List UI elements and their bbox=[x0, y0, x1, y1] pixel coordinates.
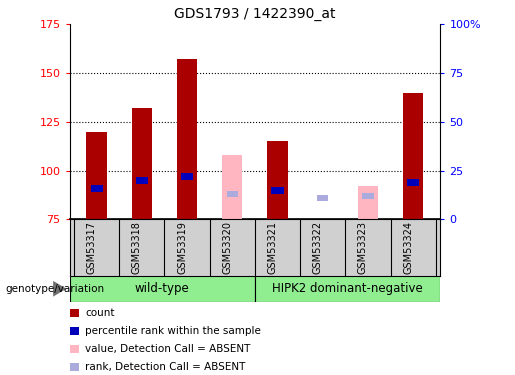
Bar bbox=[91, 185, 103, 192]
Text: count: count bbox=[85, 308, 114, 318]
Text: GSM53324: GSM53324 bbox=[403, 221, 413, 274]
Text: wild-type: wild-type bbox=[135, 282, 190, 295]
Bar bbox=[363, 193, 373, 200]
Title: GDS1793 / 1422390_at: GDS1793 / 1422390_at bbox=[174, 7, 336, 21]
Bar bbox=[317, 195, 329, 201]
Bar bbox=[267, 141, 288, 219]
Bar bbox=[132, 108, 152, 219]
Text: rank, Detection Call = ABSENT: rank, Detection Call = ABSENT bbox=[85, 362, 245, 372]
Bar bbox=[271, 187, 284, 194]
Polygon shape bbox=[53, 281, 66, 297]
Bar bbox=[181, 173, 193, 180]
Bar bbox=[87, 132, 107, 219]
Text: GSM53318: GSM53318 bbox=[132, 221, 142, 274]
Bar bbox=[136, 177, 148, 184]
Text: GSM53320: GSM53320 bbox=[222, 221, 232, 274]
Text: HIPK2 dominant-negative: HIPK2 dominant-negative bbox=[272, 282, 423, 295]
Text: GSM53322: GSM53322 bbox=[313, 221, 323, 274]
Bar bbox=[227, 190, 238, 197]
Bar bbox=[177, 60, 197, 219]
Text: genotype/variation: genotype/variation bbox=[5, 284, 104, 294]
Text: percentile rank within the sample: percentile rank within the sample bbox=[85, 326, 261, 336]
Text: GSM53321: GSM53321 bbox=[267, 221, 278, 274]
Bar bbox=[358, 186, 378, 219]
Bar bbox=[222, 155, 243, 219]
Bar bbox=[407, 179, 419, 186]
Text: GSM53319: GSM53319 bbox=[177, 221, 187, 274]
Bar bbox=[255, 276, 440, 302]
Text: value, Detection Call = ABSENT: value, Detection Call = ABSENT bbox=[85, 344, 250, 354]
Text: GSM53317: GSM53317 bbox=[87, 221, 97, 274]
Bar bbox=[70, 276, 255, 302]
Bar bbox=[403, 93, 423, 219]
Text: GSM53323: GSM53323 bbox=[358, 221, 368, 274]
